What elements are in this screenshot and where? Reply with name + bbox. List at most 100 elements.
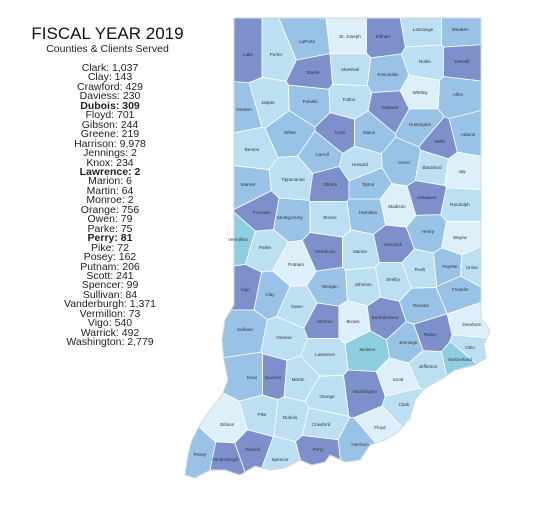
client-count: Parke: 75 [87, 222, 133, 235]
county-label: Hamilton [359, 210, 378, 215]
county-label: Clark [399, 402, 410, 407]
client-count: Pike: 72 [91, 241, 129, 254]
client-count: Crawford: 429 [77, 80, 143, 93]
county-label: Howard [352, 162, 368, 167]
county-label: Ripley [424, 332, 437, 337]
county-label: Jasper [261, 100, 275, 105]
county-label: Vermillion [228, 237, 248, 242]
county-label: Blackford [422, 165, 442, 170]
county-label: Knox [247, 375, 258, 380]
county-label: LaGrange [413, 27, 434, 32]
county-label: DeKalb [454, 59, 470, 64]
county-shape [185, 18, 263, 84]
county-label: LaPorte [299, 39, 316, 44]
county-label: Gibson [220, 422, 235, 427]
county-label: Grant [398, 160, 410, 165]
county-label: Wabash [382, 105, 399, 110]
client-count: Marion: 6 [88, 175, 132, 188]
subtitle: Counties & Clients Served [46, 43, 169, 55]
county-label: Jennings [399, 340, 418, 345]
client-count: Orange: 756 [80, 203, 140, 216]
county-label: Washington [353, 389, 378, 394]
state-outline [184, 17, 491, 479]
title: FISCAL YEAR 2019 [31, 24, 184, 43]
county-shape [294, 435, 344, 478]
county-label: Boone [323, 215, 337, 220]
client-count: Washington: 2,779 [66, 336, 154, 349]
county-label: Fulton [343, 97, 356, 102]
county-label: Greene [276, 335, 292, 340]
client-count: Sullivan: 84 [82, 288, 138, 301]
county-label: Jay [458, 169, 466, 174]
county-label: Harrison [351, 442, 369, 447]
county-label: Benton [245, 147, 260, 152]
county-label: Newton [236, 107, 252, 112]
county-shape [324, 18, 367, 54]
county-label: Porter [270, 52, 283, 57]
county-label: Posey [194, 452, 207, 457]
client-count: Warrick: 492 [80, 326, 140, 339]
county-label: Pike [258, 412, 267, 417]
county-label: Tipton [362, 182, 375, 187]
county-label: Hancock [384, 242, 403, 247]
county-shape [441, 221, 490, 256]
county-label: Hendricks [315, 249, 336, 254]
client-count: Harrison: 9,978 [74, 137, 146, 150]
county-label: Clay [265, 292, 275, 297]
client-count: Putnam: 206 [80, 260, 140, 273]
county-label: Pulaski [303, 99, 318, 104]
county-label: Rush [415, 267, 426, 272]
client-count: Clay: 143 [87, 71, 133, 84]
county-label: Owen [291, 304, 303, 309]
county-label: Lawrence [315, 352, 335, 357]
county-label: Marshall [341, 67, 358, 72]
client-count: Vanderburgh: 1,371 [63, 298, 157, 311]
county-label: Bartholomew [372, 315, 399, 320]
client-count: Floyd: 701 [85, 109, 135, 122]
client-count: Posey: 162 [83, 251, 137, 264]
county-label: Whitley [412, 90, 428, 95]
county-shape [444, 151, 490, 192]
county-label: Ohio [465, 345, 475, 350]
county-label: Huntington [409, 122, 432, 127]
county-label: Starke [306, 70, 320, 75]
client-count: Dubois: 309 [80, 99, 140, 112]
county-label: Steuben [451, 27, 469, 32]
county-label: Union [466, 265, 478, 270]
county-label: Crawford [312, 422, 331, 427]
client-count: Owen: 79 [87, 213, 133, 226]
county-label: Vanderburgh [212, 457, 239, 462]
county-label: Scott [393, 377, 404, 382]
county-label: Warren [241, 182, 256, 187]
county-label: Elkhart [376, 34, 391, 39]
county-label: Henry [422, 229, 435, 234]
client-count: Vermillon: 73 [79, 307, 141, 320]
county-label: Jackson [359, 347, 376, 352]
county-label: Adams [461, 132, 476, 137]
county-label: Morgan [322, 284, 338, 289]
county-label: Switzerland [448, 357, 472, 362]
county-label: Warrick [245, 447, 261, 452]
county-label: Wayne [453, 235, 468, 240]
county-label: Dearborn [462, 322, 482, 327]
county-label: Dubois [283, 415, 298, 420]
county-shape [185, 126, 279, 171]
client-count: Lawrence: 2 [79, 165, 141, 178]
county-label: Tippecanoe [281, 177, 305, 182]
county-label: Jefferson [419, 364, 438, 369]
county-label: St. Joseph [339, 34, 361, 39]
county-shape [437, 76, 490, 119]
county-label: Monroe [317, 319, 333, 324]
county-label: Perry [313, 447, 325, 452]
county-label: Montgomery [277, 215, 303, 220]
client-count: Perry: 81 [87, 232, 133, 245]
county-label: Allen [453, 92, 464, 97]
county-label: Fountain [253, 210, 271, 215]
county-label: Randolph [450, 202, 470, 207]
county-label: Decatur [413, 303, 430, 308]
county-label: Orange [319, 394, 335, 399]
county-label: Noble [419, 59, 431, 64]
client-count: Clark: 1,037 [81, 62, 139, 74]
county-label: Clinton [323, 182, 338, 187]
client-count: Spencer: 99 [81, 279, 139, 292]
